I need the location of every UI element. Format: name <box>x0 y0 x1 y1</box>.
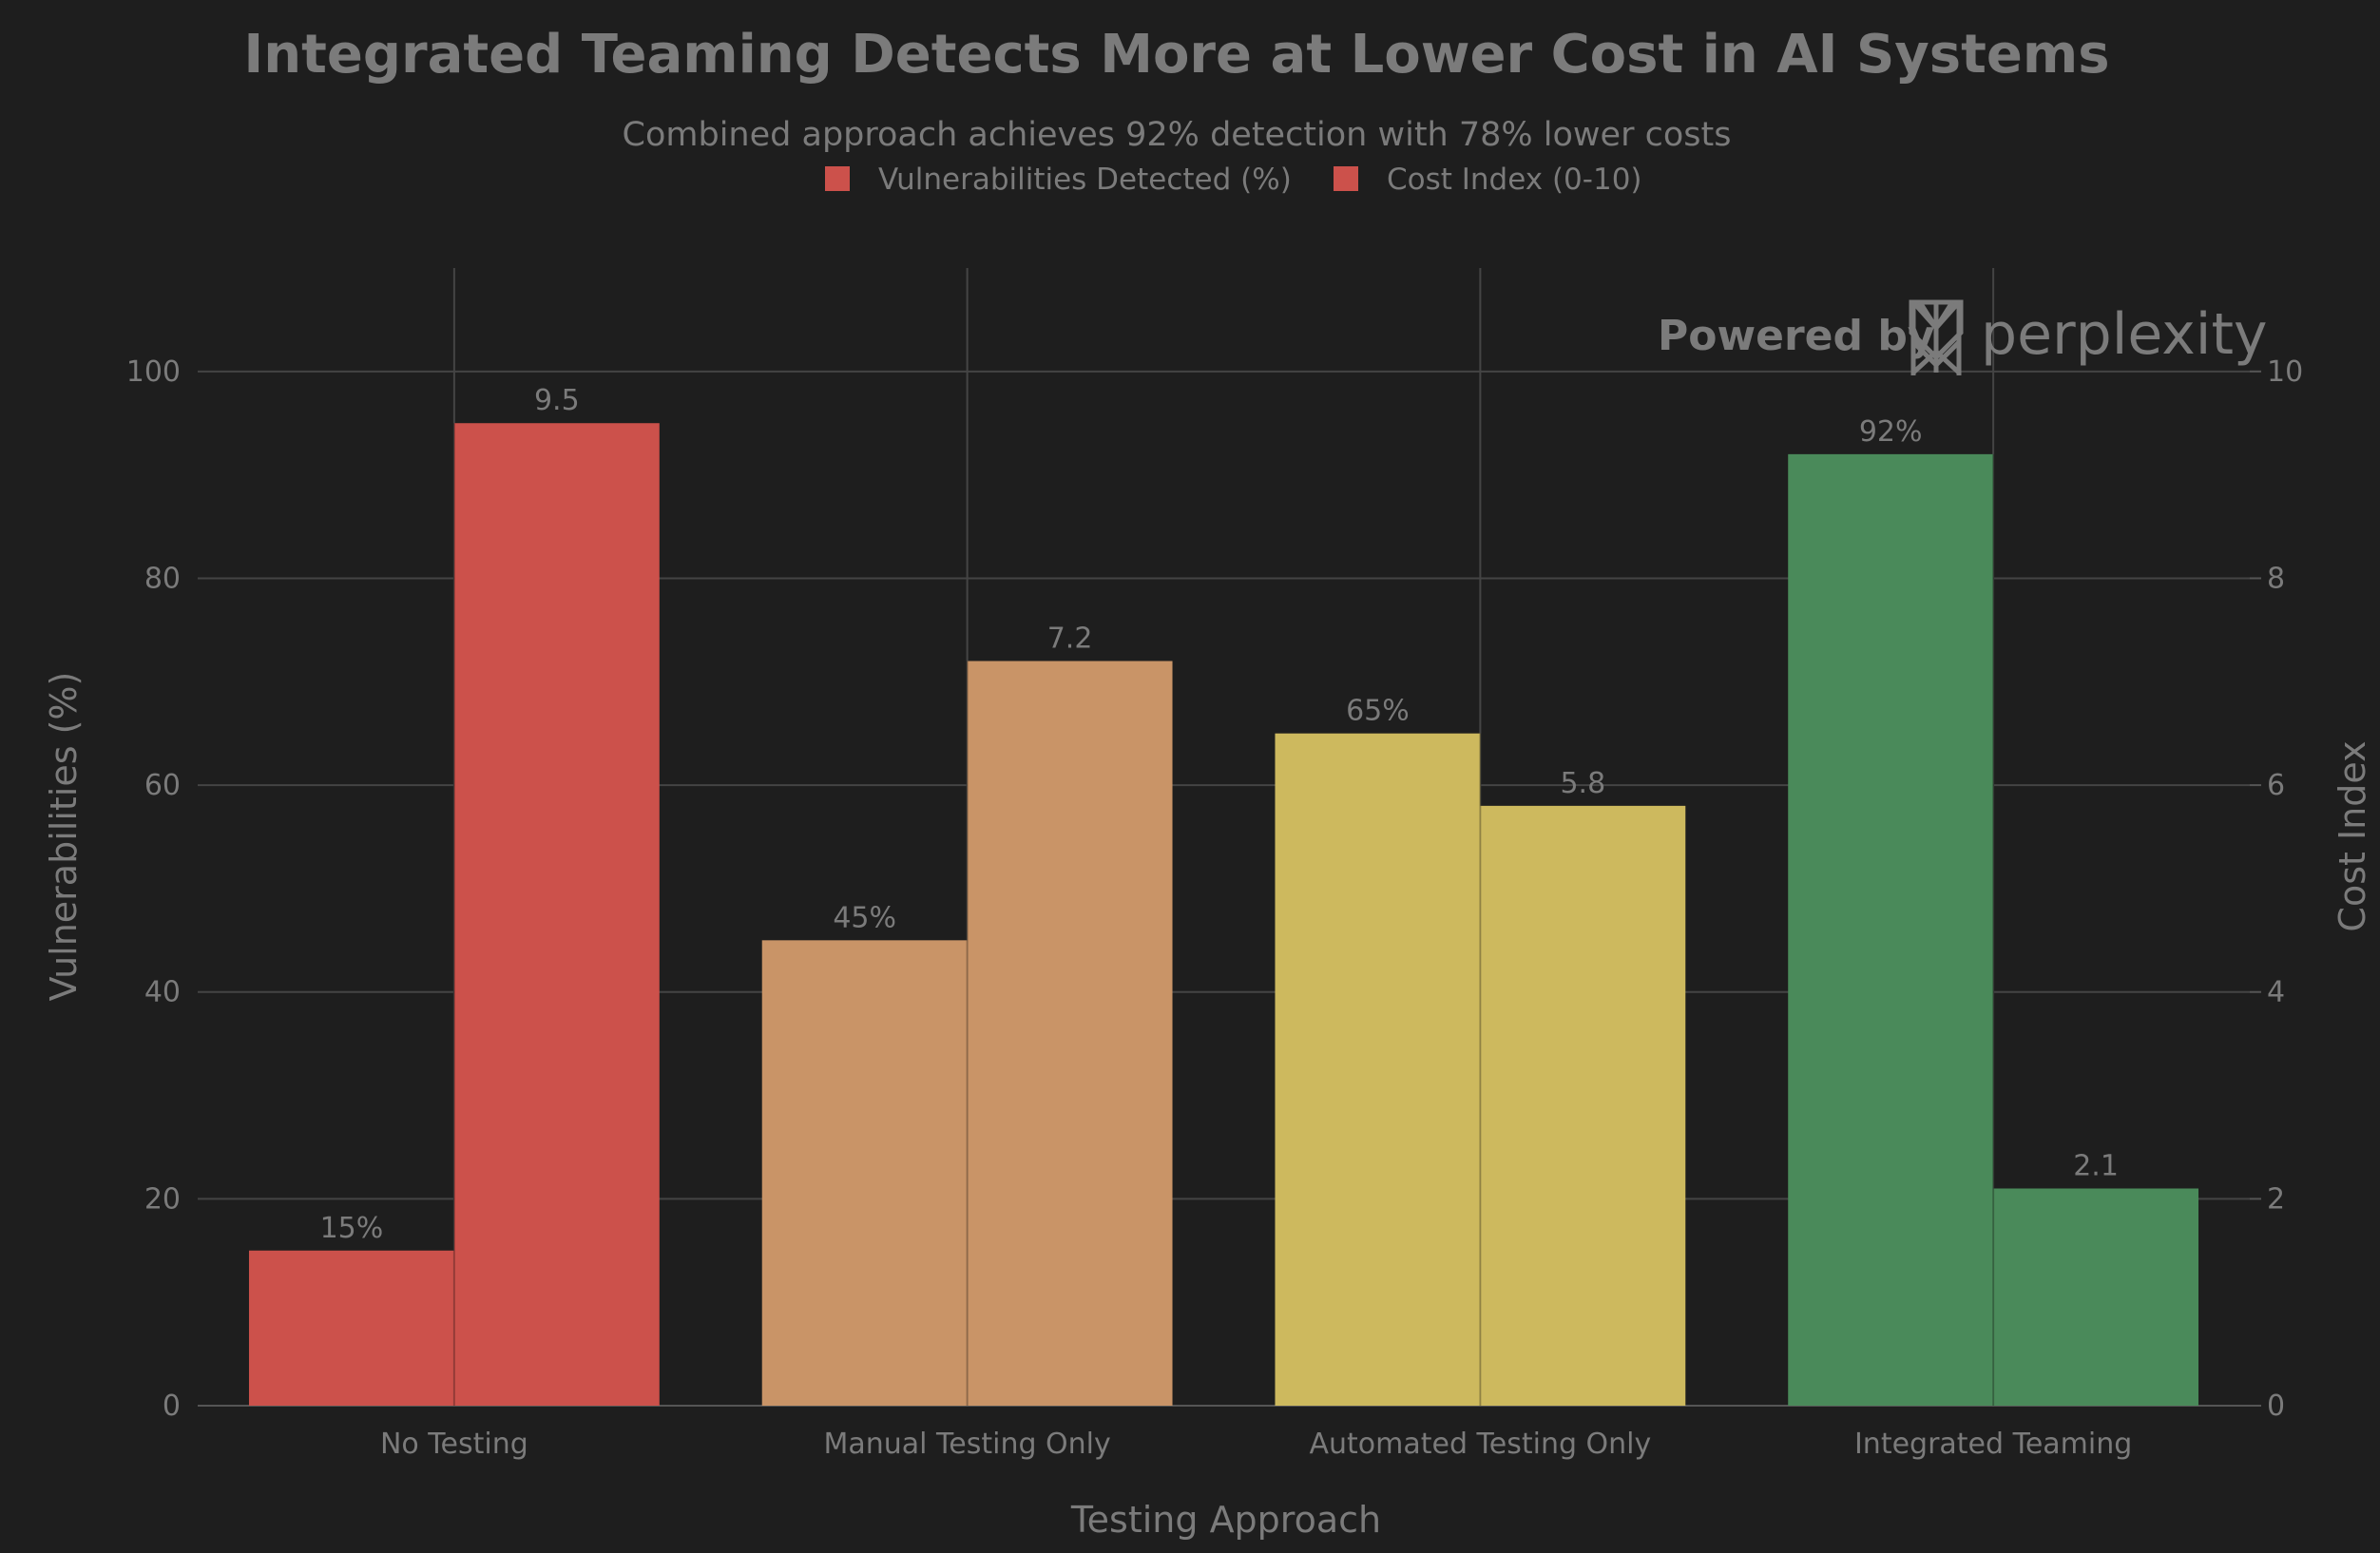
data-label-cost: 7.2 <box>1047 623 1093 656</box>
data-label-vulnerabilities: 15% <box>320 1212 384 1245</box>
bar-cost <box>453 423 660 1406</box>
bar-cost <box>1480 805 1686 1406</box>
y-tick-label: 100 <box>126 355 181 389</box>
data-label-cost: 2.1 <box>2073 1149 2119 1182</box>
perplexity-logo-icon <box>1909 299 1964 375</box>
x-axis-title: Testing Approach <box>1070 1499 1381 1541</box>
ticks: 0 20 40 60 80 100 0 2 4 6 8 10 No Testing Manual Test… <box>126 355 2303 1461</box>
bar-vulnerabilities <box>761 940 968 1406</box>
watermark-brand: perplexity <box>1981 301 2268 368</box>
data-label-vulnerabilities: 92% <box>1859 415 1923 449</box>
x-tick-label: Manual Testing Only <box>823 1428 1110 1461</box>
x-tick-label: No Testing <box>380 1428 528 1461</box>
legend: Vulnerabilities Detected (%) Cost Index … <box>825 163 1642 197</box>
bar-vulnerabilities <box>248 1250 454 1406</box>
legend-label-cost[interactable]: Cost Index (0-10) <box>1387 163 1642 197</box>
bar-vulnerabilities <box>1788 453 1994 1406</box>
legend-swatch-vulnerabilities[interactable] <box>825 166 850 191</box>
y-tick-label: 80 <box>144 562 181 595</box>
bars: 15% 9.5 45% 7.2 65% 5.8 92% 2.1 <box>248 384 2199 1406</box>
y2-tick-label: 2 <box>2267 1182 2285 1216</box>
data-label-vulnerabilities: 45% <box>833 901 896 934</box>
data-label-vulnerabilities: 65% <box>1346 695 1410 728</box>
data-label-cost: 9.5 <box>534 384 580 417</box>
bar-cost <box>1993 1188 2199 1406</box>
y-tick-label: 60 <box>144 769 181 802</box>
bar-cost <box>967 661 1173 1406</box>
y2-tick-label: 8 <box>2267 562 2285 595</box>
legend-label-vulnerabilities[interactable]: Vulnerabilities Detected (%) <box>878 163 1292 197</box>
y2-tick-label: 0 <box>2267 1390 2285 1423</box>
y-tick-label: 20 <box>144 1182 181 1216</box>
y-tick-label: 40 <box>144 976 181 1009</box>
legend-swatch-cost[interactable] <box>1334 166 1358 191</box>
x-tick-label: Integrated Teaming <box>1854 1428 2132 1461</box>
y-axis-title: Vulnerabilities (%) <box>43 672 85 1002</box>
y2-axis-title: Cost Index <box>2332 740 2373 931</box>
bar-vulnerabilities <box>1275 733 1481 1406</box>
x-tick-label: Automated Testing Only <box>1309 1428 1651 1461</box>
data-label-cost: 5.8 <box>1560 767 1605 800</box>
y2-tick-label: 6 <box>2267 769 2285 802</box>
y2-tick-label: 4 <box>2267 976 2285 1009</box>
watermark-prefix: Powered by <box>1658 312 1935 360</box>
y-tick-label: 0 <box>163 1390 181 1423</box>
chart-title: Integrated Teaming Detects More at Lower… <box>243 24 2109 86</box>
perplexity-watermark: Powered by perplexity <box>1658 299 2268 375</box>
y2-tick-label: 10 <box>2267 355 2303 389</box>
chart-subtitle: Combined approach achieves 92% detection… <box>623 116 1732 154</box>
